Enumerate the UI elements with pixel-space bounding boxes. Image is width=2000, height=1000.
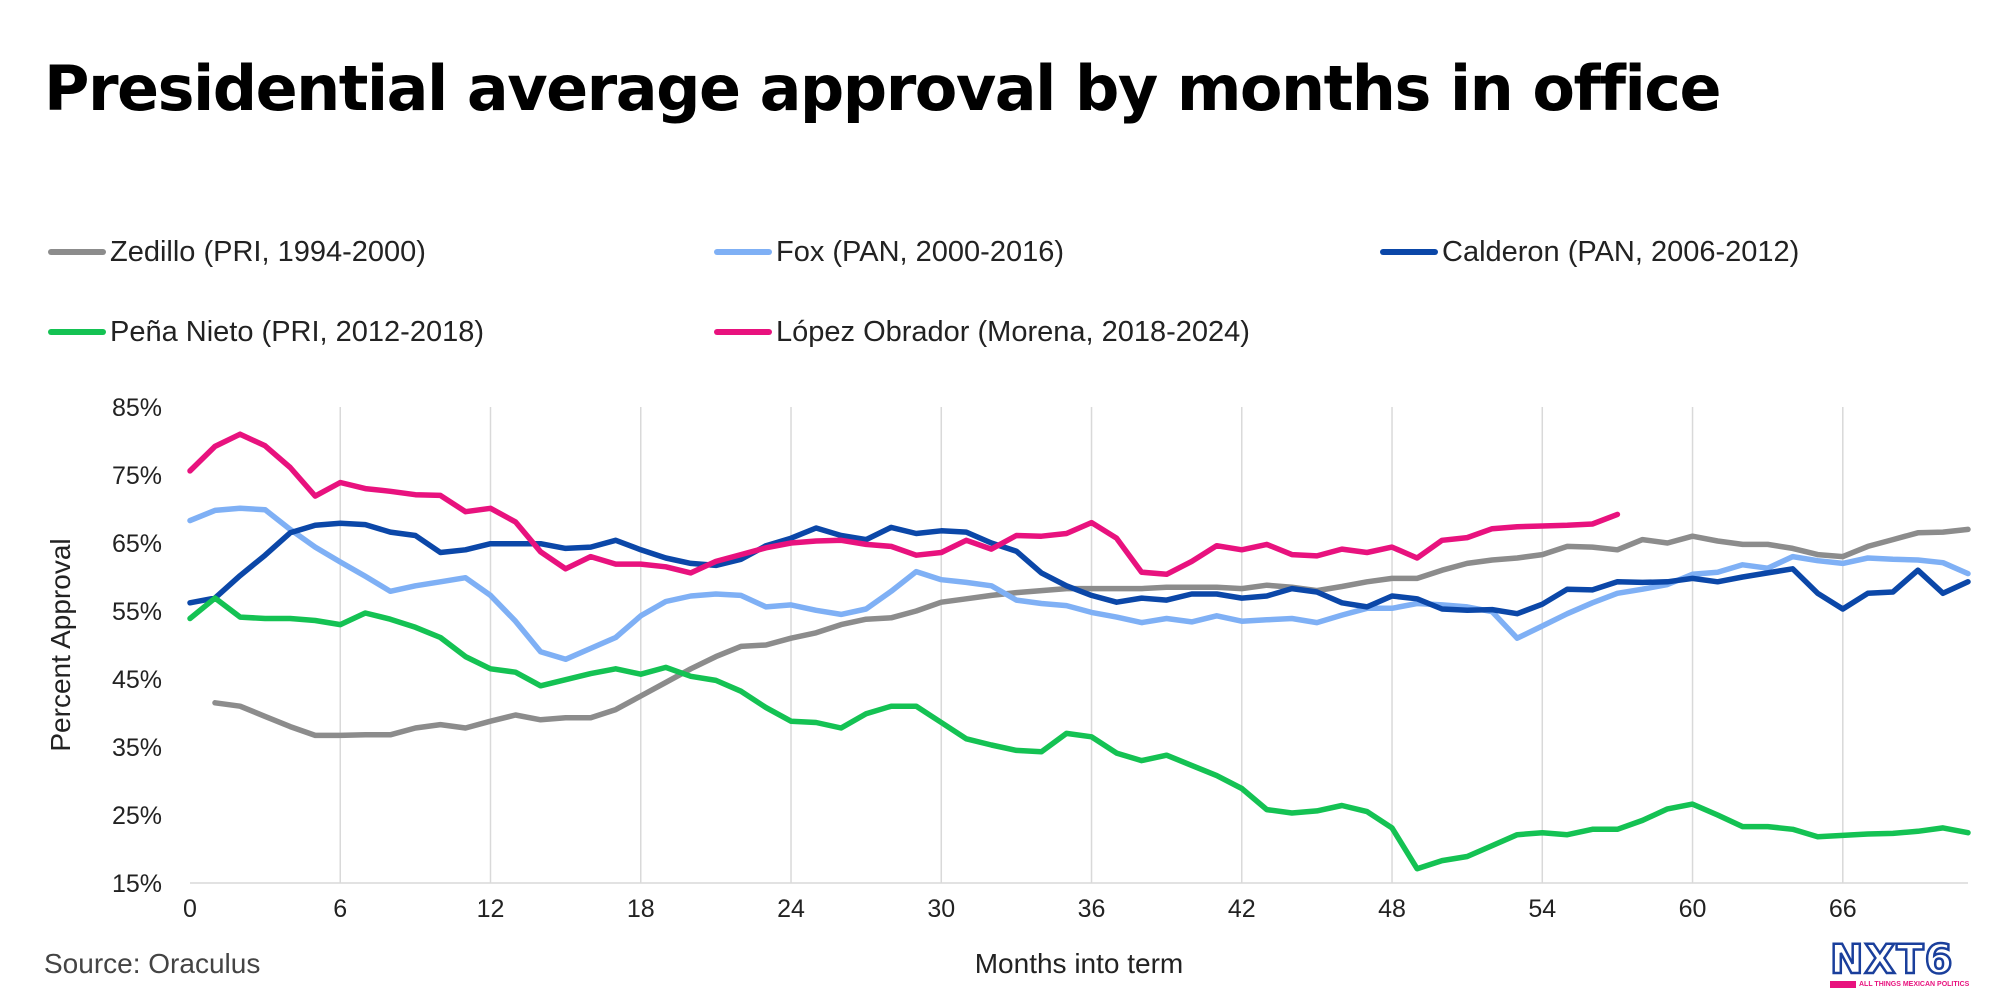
y-axis-label: Percent Approval	[45, 538, 76, 751]
legend-swatch-calderon	[1380, 249, 1438, 255]
x-tick-label: 6	[333, 895, 347, 923]
legend-swatch-zedillo	[48, 249, 106, 255]
y-tick-label: 85%	[112, 394, 162, 422]
chart-legend: Zedillo (PRI, 1994-2000) Fox (PAN, 2000-…	[48, 232, 1948, 372]
source-note: Source: Oraculus	[44, 948, 261, 979]
series-line-lopez-obrador	[187, 431, 1621, 578]
x-tick-label: 42	[1228, 895, 1256, 923]
y-axis-ticks: 85% 75% 65% 55% 45% 35% 25% 15%	[112, 394, 162, 898]
x-tick-label: 24	[777, 895, 805, 923]
legend-label-pena-nieto: Peña Nieto (PRI, 2012-2018)	[110, 315, 484, 348]
x-tick-label: 60	[1679, 895, 1707, 923]
legend-label-fox: Fox (PAN, 2000-2016)	[776, 235, 1064, 268]
y-tick-label: 15%	[112, 870, 162, 898]
y-tick-label: 65%	[112, 530, 162, 558]
series-line-calderon	[187, 520, 1971, 617]
line-chart: 85% 75% 65% 55% 45% 35% 25% 15% 0 6 12 18 24 30 36 42 4…	[45, 394, 1971, 923]
x-axis-label: Months into term	[974, 948, 1184, 979]
x-axis-ticks: 0 6 12 18 24 30 36 42 48 54 60 66	[183, 895, 1857, 923]
grid-lines	[339, 407, 1844, 883]
series-line-pena-nieto	[187, 595, 1971, 872]
legend-label-lopez-obrador: López Obrador (Morena, 2018-2024)	[776, 315, 1250, 348]
x-tick-label: 36	[1078, 895, 1106, 923]
brand-logo: NXT6 ALL THINGS MEXICAN POLITICS	[1829, 937, 1970, 994]
y-tick-label: 75%	[112, 462, 162, 490]
y-tick-label: 25%	[112, 802, 162, 830]
x-tick-label: 54	[1528, 895, 1556, 923]
x-tick-label: 18	[627, 895, 655, 923]
legend-swatch-fox	[714, 249, 772, 255]
legend-item-lopez-obrador: López Obrador (Morena, 2018-2024)	[714, 312, 1250, 352]
x-tick-label: 48	[1378, 895, 1406, 923]
legend-item-fox: Fox (PAN, 2000-2016)	[714, 232, 1064, 272]
series-line-zedillo	[212, 526, 1971, 739]
y-tick-label: 55%	[112, 598, 162, 626]
legend-item-calderon: Calderon (PAN, 2006-2012)	[1380, 232, 1799, 272]
logo-wordmark: NXT6	[1829, 937, 1954, 983]
legend-swatch-pena-nieto	[48, 329, 106, 335]
y-tick-label: 35%	[112, 734, 162, 762]
x-tick-label: 66	[1829, 895, 1857, 923]
legend-item-zedillo: Zedillo (PRI, 1994-2000)	[48, 232, 426, 272]
x-tick-label: 12	[477, 895, 505, 923]
y-tick-label: 45%	[112, 666, 162, 694]
logo-accent-bar	[1830, 981, 1856, 988]
legend-item-pena-nieto: Peña Nieto (PRI, 2012-2018)	[48, 312, 484, 352]
legend-label-calderon: Calderon (PAN, 2006-2012)	[1442, 235, 1800, 268]
x-tick-label: 30	[927, 895, 955, 923]
logo-tagline: ALL THINGS MEXICAN POLITICS	[1859, 981, 1970, 988]
legend-swatch-lopez-obrador	[714, 329, 772, 335]
chart-title: Presidential average approval by months …	[44, 52, 1722, 125]
legend-label-zedillo: Zedillo (PRI, 1994-2000)	[110, 235, 426, 268]
x-tick-label: 0	[183, 895, 197, 923]
series-lines	[187, 431, 1971, 872]
